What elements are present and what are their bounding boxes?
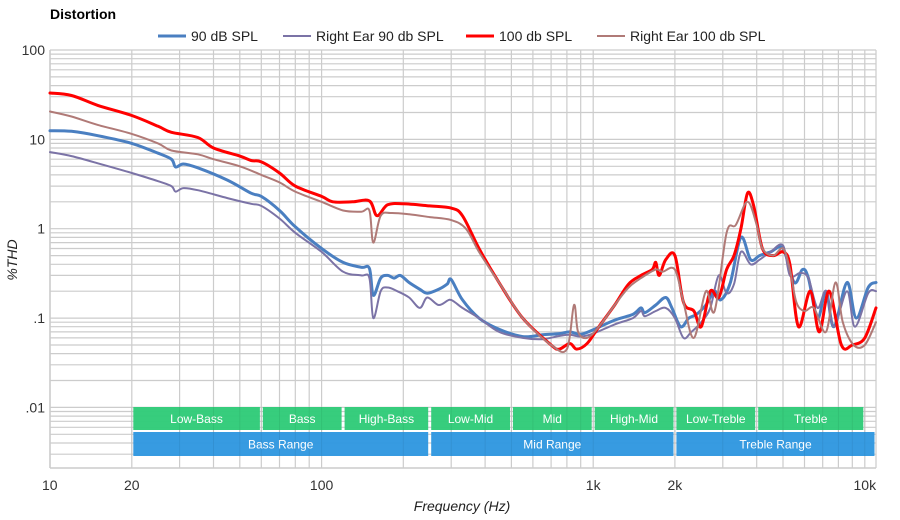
- y-tick-label: 100: [22, 42, 46, 58]
- band-high-bass: [344, 407, 429, 430]
- band-high-mid: [594, 407, 674, 430]
- x-axis-ticks: 10 20 100 1k 2k 10k: [42, 477, 877, 493]
- x-tick-label: 10k: [854, 477, 878, 493]
- band-label: Treble Range: [739, 438, 812, 452]
- x-tick-label: 1k: [586, 477, 602, 493]
- x-tick-label: 10: [42, 477, 58, 493]
- y-tick-label: .01: [26, 399, 46, 415]
- y-tick-label: .1: [33, 310, 45, 326]
- y-tick-label: 1: [37, 221, 45, 237]
- series-line-100-db-spl: [48, 91, 878, 351]
- band-bass: [262, 407, 342, 430]
- x-tick-label: 100: [310, 477, 334, 493]
- band-low-mid: [431, 407, 510, 430]
- band-label: Bass: [289, 412, 316, 426]
- band-label: Mid: [543, 412, 562, 426]
- x-tick-label: 20: [124, 477, 140, 493]
- band-label: Bass Range: [248, 438, 314, 452]
- x-tick-label: 2k: [668, 477, 684, 493]
- x-axis-label: Frequency (Hz): [414, 498, 510, 514]
- legend-label: Right Ear 90 db SPL: [316, 28, 444, 44]
- band-low-bass: [133, 407, 260, 430]
- legend-label: 90 dB SPL: [191, 28, 258, 44]
- y-axis-label: %THD: [4, 239, 20, 280]
- band-label: Mid Range: [523, 438, 581, 452]
- frequency-bands: Low-Bass Bass High-Bass Low-Mid Mid High-Mid L…: [131, 407, 875, 456]
- series-lines: [48, 91, 878, 354]
- series-line-90-db-spl: [48, 129, 878, 339]
- band-treble: [758, 407, 864, 430]
- series-line-right-ear-90-db-spl: [49, 151, 877, 341]
- band-label: Low-Bass: [170, 412, 223, 426]
- band-label: Treble: [794, 412, 828, 426]
- band-label: High-Bass: [359, 412, 414, 426]
- band-low-treble: [676, 407, 756, 430]
- legend-label: Right Ear 100 db SPL: [630, 28, 766, 44]
- band-label: Low-Mid: [448, 412, 493, 426]
- band-treble-range: [676, 432, 875, 456]
- series-line-right-ear-100-db-spl: [49, 110, 877, 354]
- y-axis-ticks: 100 10 1 .1 .01: [22, 42, 46, 415]
- band-mid-range: [431, 432, 674, 456]
- y-tick-label: 10: [29, 131, 45, 147]
- band-label: Low-Treble: [686, 412, 746, 426]
- chart-title: Distortion: [50, 6, 117, 22]
- band-mid: [512, 407, 592, 430]
- band-bass-range: [133, 432, 429, 456]
- legend-label: 100 db SPL: [499, 28, 572, 44]
- band-label: High-Mid: [610, 412, 658, 426]
- legend: 90 dB SPL Right Ear 90 db SPL 100 db SPL Ri…: [158, 28, 766, 44]
